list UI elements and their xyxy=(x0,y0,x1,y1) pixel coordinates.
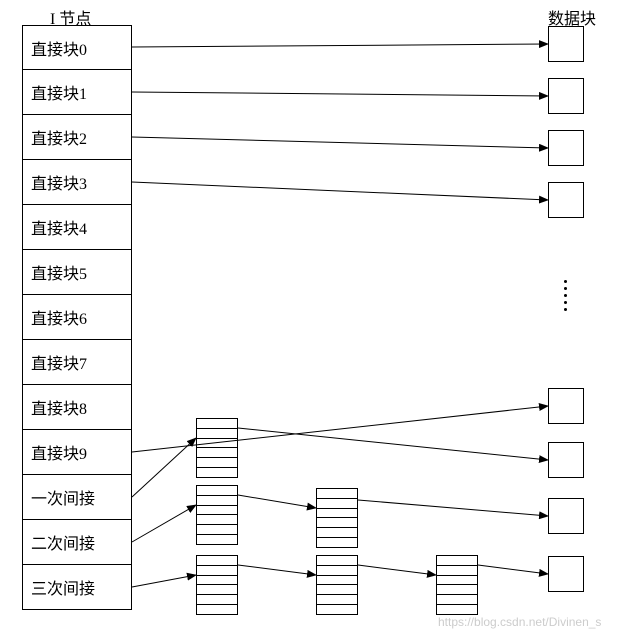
inode-cell-9: 直接块9 xyxy=(22,430,132,475)
inode-cell-1: 直接块1 xyxy=(22,70,132,115)
data-block-1 xyxy=(548,78,584,114)
data-block-6 xyxy=(548,498,584,534)
indirect-block-l1a xyxy=(196,418,238,478)
inode-cell-4: 直接块4 xyxy=(22,205,132,250)
data-block-2 xyxy=(548,130,584,166)
watermark-text: https://blog.csdn.net/Divinen_s xyxy=(438,615,601,629)
diagram-canvas: I 节点 数据块 直接块0直接块1直接块2直接块3直接块4直接块5直接块6直接块… xyxy=(0,0,642,632)
inode-cell-7: 直接块7 xyxy=(22,340,132,385)
inode-cell-0: 直接块0 xyxy=(22,25,132,70)
indirect-block-l3b xyxy=(316,555,358,615)
indirect-block-l2a xyxy=(196,485,238,545)
inode-cell-5: 直接块5 xyxy=(22,250,132,295)
indirect-block-l3a xyxy=(196,555,238,615)
inode-cell-2: 直接块2 xyxy=(22,115,132,160)
inode-cell-12: 三次间接 xyxy=(22,565,132,610)
ellipsis-dots xyxy=(564,280,567,311)
inode-cell-11: 二次间接 xyxy=(22,520,132,565)
data-block-0 xyxy=(548,26,584,62)
data-block-7 xyxy=(548,556,584,592)
inode-cell-10: 一次间接 xyxy=(22,475,132,520)
data-block-5 xyxy=(548,442,584,478)
data-block-4 xyxy=(548,388,584,424)
inode-cell-3: 直接块3 xyxy=(22,160,132,205)
indirect-block-l3c xyxy=(436,555,478,615)
data-block-3 xyxy=(548,182,584,218)
indirect-block-l2b xyxy=(316,488,358,548)
inode-cell-6: 直接块6 xyxy=(22,295,132,340)
inode-cell-8: 直接块8 xyxy=(22,385,132,430)
